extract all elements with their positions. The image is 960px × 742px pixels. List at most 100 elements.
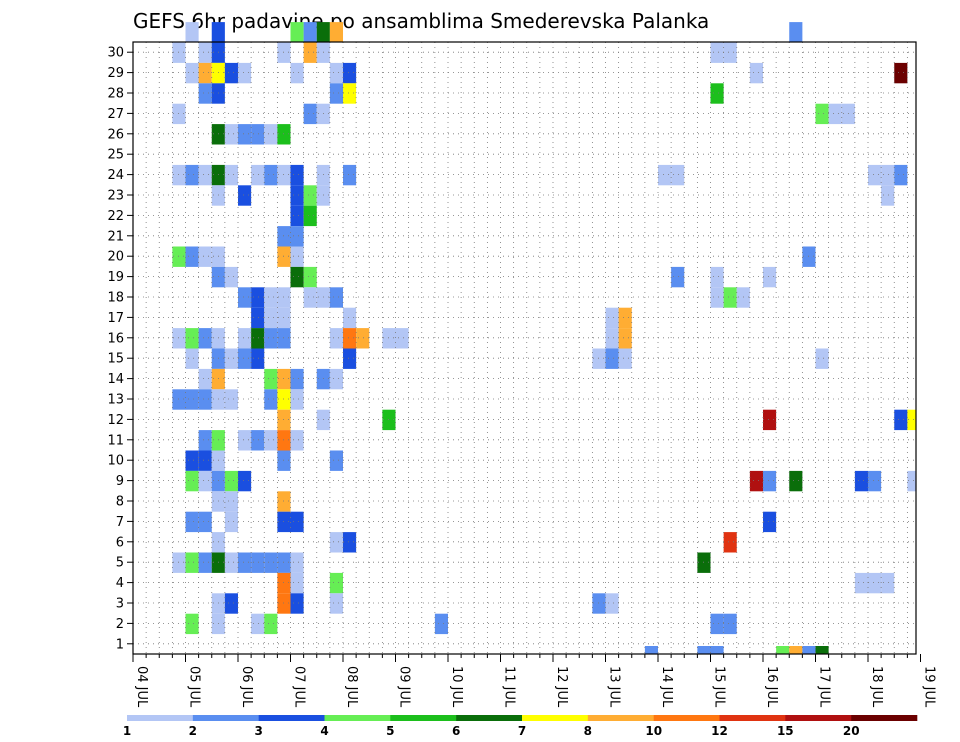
heatmap-cell — [316, 287, 330, 308]
heatmap-cell — [198, 389, 212, 410]
heatmap-cell — [618, 307, 632, 329]
heatmap-cell — [264, 389, 278, 410]
heatmap-cell — [185, 511, 199, 533]
x-tick-label: 14 JUL — [659, 666, 674, 708]
heatmap-cell — [303, 287, 317, 308]
heatmap-cell — [343, 164, 357, 186]
heatmap-cell — [277, 572, 291, 594]
heatmap-cell — [329, 22, 344, 43]
heatmap-cell — [211, 62, 225, 84]
heatmap-cell — [172, 164, 186, 186]
heatmap-cell — [592, 348, 606, 369]
heatmap-cell — [211, 450, 225, 471]
heatmap-cell — [238, 328, 252, 349]
heatmap-cell — [211, 328, 225, 349]
heatmap-cell — [815, 103, 829, 125]
heatmap-cell — [907, 470, 917, 492]
heatmap-cell — [329, 450, 344, 471]
heatmap-cell — [881, 572, 895, 594]
legend-swatch — [192, 715, 259, 721]
heatmap-cell — [211, 42, 225, 63]
heatmap-cell — [290, 62, 304, 84]
heatmap-cell — [238, 185, 252, 206]
legend-swatch — [390, 715, 457, 721]
y-tick-label: 17 — [107, 311, 124, 326]
heatmap-cell — [224, 491, 239, 512]
heatmap-cell — [828, 103, 842, 125]
heatmap-cell — [277, 450, 291, 471]
heatmap-cell — [198, 552, 212, 573]
y-tick-label: 8 — [116, 495, 124, 510]
heatmap-cell — [789, 646, 803, 654]
heatmap-cell — [224, 266, 239, 288]
y-tick-label: 10 — [107, 454, 124, 469]
heatmap-cell — [618, 328, 632, 349]
x-tick-label: 07 JUL — [292, 666, 307, 708]
heatmap-cell — [316, 368, 330, 390]
y-tick-label: 14 — [107, 372, 124, 387]
heatmap-cell — [277, 430, 291, 451]
heatmap-cell — [211, 83, 225, 104]
heatmap-cell — [251, 348, 265, 369]
heatmap-cell — [290, 185, 304, 206]
y-tick-label: 12 — [107, 413, 124, 428]
heatmap-cell — [329, 368, 344, 390]
heatmap-cell — [185, 246, 199, 267]
heatmap-cell — [329, 328, 344, 349]
heatmap-cell — [238, 348, 252, 369]
heatmap-cell — [185, 552, 199, 573]
heatmap-cell — [211, 389, 225, 410]
heatmap-cell — [198, 328, 212, 349]
heatmap-cell — [723, 287, 737, 308]
heatmap-cell — [329, 572, 344, 594]
chart-title: GEFS 6hr padavine po ansamblima Smederev… — [133, 9, 709, 33]
legend-swatch — [456, 715, 523, 721]
heatmap-cell — [211, 593, 225, 614]
heatmap-cell — [290, 389, 304, 410]
plot-frame — [132, 41, 917, 655]
heatmap-cell — [710, 266, 724, 288]
heatmap-cell — [172, 103, 186, 125]
heatmap-cell — [671, 164, 685, 186]
heatmap-cell — [723, 42, 737, 63]
heatmap-cell — [343, 328, 357, 349]
heatmap-cell — [343, 307, 357, 329]
heatmap-cell — [211, 470, 225, 492]
heatmap-cell — [303, 103, 317, 125]
heatmap-cell — [303, 185, 317, 206]
heatmap-cell — [238, 470, 252, 492]
heatmap-cell — [644, 646, 659, 654]
legend-label: 3 — [255, 724, 263, 738]
heatmap-cell — [277, 226, 291, 247]
heatmap-cell — [343, 348, 357, 369]
heatmap-cell — [329, 62, 344, 84]
heatmap-cell — [211, 491, 225, 512]
heatmap-cell — [395, 328, 409, 349]
heatmap-cell — [303, 266, 317, 288]
heatmap-cell — [224, 389, 239, 410]
x-tick-label: 10 JUL — [449, 666, 464, 708]
heatmap-cell — [172, 246, 186, 267]
heatmap-cell — [710, 613, 724, 635]
legend-label: 6 — [452, 724, 460, 738]
heatmap-cell — [802, 646, 816, 654]
y-tick-label: 24 — [107, 168, 124, 183]
heatmap-cell — [264, 307, 278, 329]
heatmap-cell — [763, 409, 777, 431]
heatmap-cell — [185, 164, 199, 186]
heatmap-cell — [172, 389, 186, 410]
y-tick-label: 7 — [116, 515, 124, 530]
x-tick-label: 09 JUL — [397, 666, 412, 708]
y-tick-label: 15 — [107, 352, 124, 367]
x-tick-label: 06 JUL — [239, 666, 254, 708]
heatmap-cell — [605, 593, 619, 614]
y-tick-label: 3 — [116, 597, 124, 612]
heatmap-cell — [815, 646, 829, 654]
heatmap-cell — [264, 287, 278, 308]
heatmap-cell — [211, 552, 225, 573]
y-tick-label: 28 — [107, 87, 124, 102]
heatmap-cell — [251, 307, 265, 329]
heatmap-cell — [868, 164, 882, 186]
heatmap-cell — [329, 287, 344, 308]
heatmap-cell — [710, 287, 724, 308]
